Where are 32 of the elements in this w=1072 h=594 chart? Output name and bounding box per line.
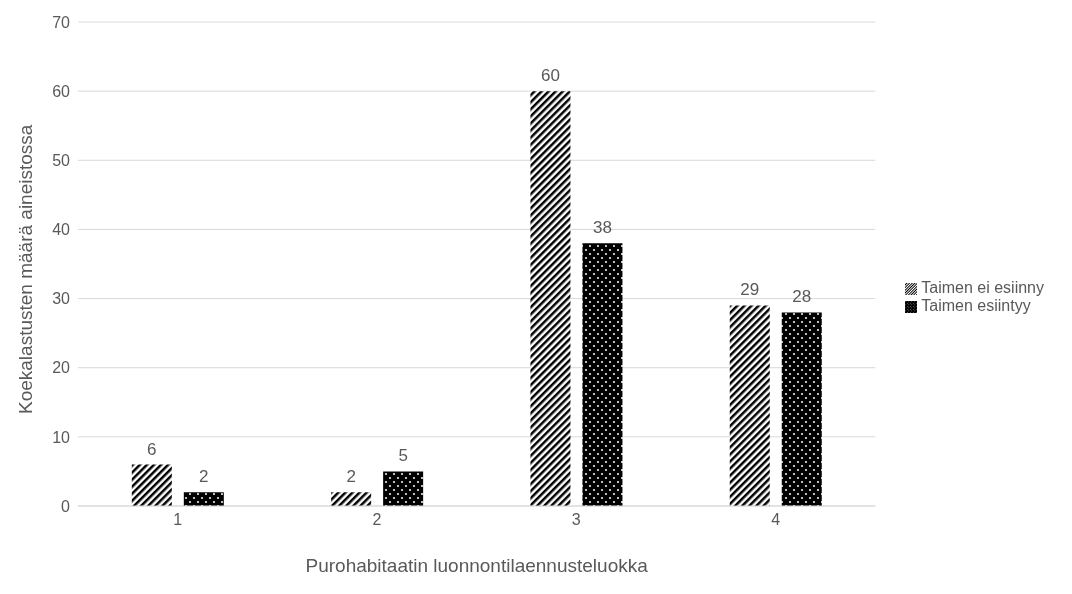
y-tick-label: 60	[52, 82, 71, 100]
x-tick-label: 2	[372, 511, 382, 529]
legend-label: Taimen ei esiinny	[921, 279, 1044, 296]
y-tick-label: 10	[52, 428, 71, 446]
x-tick-label: 1	[173, 511, 183, 529]
bar	[331, 492, 372, 506]
bar	[383, 471, 424, 506]
data-label: 28	[792, 287, 812, 307]
data-label: 6	[147, 439, 157, 459]
y-axis-title: Koekalastusten määrä aineistossa	[14, 124, 36, 414]
data-label: 2	[199, 467, 209, 487]
x-tick-label: 4	[771, 511, 781, 529]
legend-label: Taimen esiintyy	[921, 297, 1031, 314]
bar	[131, 464, 172, 506]
bar	[530, 91, 571, 506]
y-tick-label: 50	[52, 151, 71, 169]
x-axis-title: Purohabitaatin luonnontilaennusteluokka	[305, 555, 649, 576]
y-tick-label: 70	[52, 13, 71, 31]
bar	[582, 243, 623, 506]
y-tick-label: 30	[52, 290, 71, 308]
x-tick-label: 3	[571, 511, 581, 529]
bar	[729, 305, 770, 506]
data-label: 5	[398, 446, 408, 466]
data-label: 60	[540, 66, 560, 86]
bar	[781, 312, 822, 506]
data-label: 29	[740, 280, 760, 300]
y-tick-label: 0	[61, 497, 71, 515]
data-label: 38	[592, 218, 612, 238]
data-label: 2	[346, 467, 356, 487]
y-tick-label: 40	[52, 221, 71, 239]
y-tick-label: 20	[52, 359, 71, 377]
bar	[183, 492, 224, 506]
